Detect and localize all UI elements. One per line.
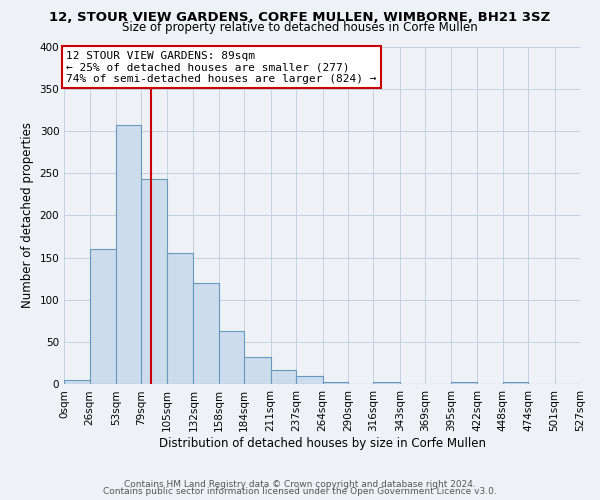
Text: Size of property relative to detached houses in Corfe Mullen: Size of property relative to detached ho… xyxy=(122,21,478,34)
Bar xyxy=(116,125,142,384)
Bar xyxy=(323,382,348,384)
Text: 12, STOUR VIEW GARDENS, CORFE MULLEN, WIMBORNE, BH21 3SZ: 12, STOUR VIEW GARDENS, CORFE MULLEN, WI… xyxy=(49,11,551,24)
Bar xyxy=(244,356,271,384)
Bar xyxy=(503,382,528,384)
Text: 12 STOUR VIEW GARDENS: 89sqm
← 25% of detached houses are smaller (277)
74% of s: 12 STOUR VIEW GARDENS: 89sqm ← 25% of de… xyxy=(66,50,377,84)
Bar xyxy=(193,283,219,384)
Bar xyxy=(451,382,477,384)
Text: Contains HM Land Registry data © Crown copyright and database right 2024.: Contains HM Land Registry data © Crown c… xyxy=(124,480,476,489)
Bar xyxy=(167,254,193,384)
Bar xyxy=(373,382,400,384)
Text: Contains public sector information licensed under the Open Government Licence v3: Contains public sector information licen… xyxy=(103,487,497,496)
Bar xyxy=(142,179,167,384)
Bar xyxy=(64,380,89,384)
Bar xyxy=(219,331,244,384)
Bar xyxy=(89,250,116,384)
Y-axis label: Number of detached properties: Number of detached properties xyxy=(21,122,34,308)
Bar xyxy=(271,370,296,384)
Bar xyxy=(296,376,323,384)
X-axis label: Distribution of detached houses by size in Corfe Mullen: Distribution of detached houses by size … xyxy=(158,437,485,450)
